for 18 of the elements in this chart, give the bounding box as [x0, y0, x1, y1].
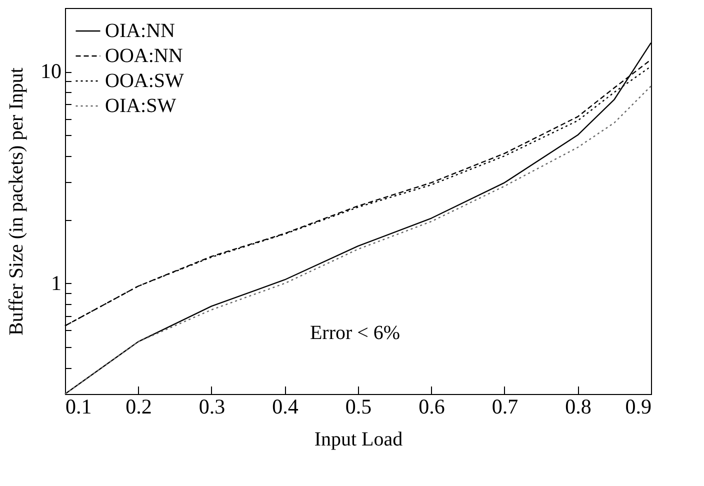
x-tick-label: 0.5: [345, 394, 372, 418]
y-tick-label: 10: [40, 59, 62, 84]
y-tick-label: 1: [51, 270, 62, 295]
x-tick-label: 0.6: [418, 394, 445, 418]
x-axis-title: Input Load: [314, 428, 403, 450]
legend-label: OIA:SW: [105, 95, 176, 117]
y-axis-title: Buffer Size (in packets) per Input: [6, 67, 28, 336]
legend-label: OOA:SW: [105, 70, 184, 92]
legend-label: OOA:NN: [105, 45, 183, 67]
x-tick-label: 0.1: [66, 394, 92, 418]
annotation: Error < 6%: [310, 322, 400, 344]
x-tick-label: 0.7: [492, 394, 518, 418]
x-tick-label: 0.2: [126, 394, 152, 418]
x-tick-label: 0.9: [625, 394, 652, 418]
legend-label: OIA:NN: [105, 20, 175, 42]
x-tick-label: 0.4: [272, 394, 299, 418]
x-tick-label: 0.3: [198, 394, 226, 418]
x-tick-label: 0.8: [565, 394, 592, 418]
